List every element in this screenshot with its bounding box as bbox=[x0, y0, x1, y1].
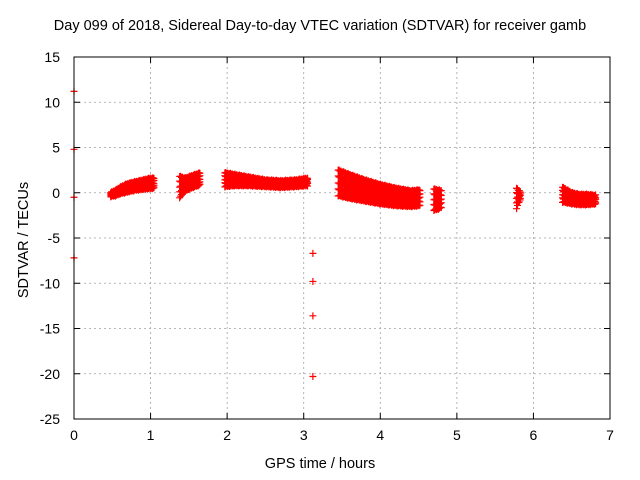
x-tick-label: 5 bbox=[453, 427, 461, 443]
x-tick-label: 7 bbox=[606, 427, 614, 443]
y-tick-label: -10 bbox=[40, 275, 60, 291]
data-point bbox=[309, 312, 317, 320]
y-tick-label: -5 bbox=[48, 230, 61, 246]
y-tick-label: -20 bbox=[40, 366, 60, 382]
x-tick-label: 1 bbox=[147, 427, 155, 443]
grid-lines bbox=[74, 57, 610, 419]
y-tick-label: 5 bbox=[52, 140, 60, 156]
chart-title: Day 099 of 2018, Sidereal Day-to-day VTE… bbox=[53, 18, 587, 34]
y-tick-label: -15 bbox=[40, 321, 60, 337]
data-point bbox=[196, 169, 204, 177]
data-points bbox=[70, 87, 600, 380]
x-tick-label: 4 bbox=[376, 427, 384, 443]
y-tick-label: 15 bbox=[44, 49, 60, 65]
x-tick-label: 0 bbox=[70, 427, 78, 443]
x-tick-label: 3 bbox=[300, 427, 308, 443]
data-point bbox=[309, 277, 317, 285]
data-point bbox=[150, 175, 158, 183]
axis-ticks: 0 1 2 3 4 5 6 7 15 10 5 0 -5 -10 -15 -20 -25 bbox=[40, 49, 614, 443]
x-tick-label: 6 bbox=[530, 427, 538, 443]
data-point bbox=[309, 249, 317, 257]
x-axis-label: GPS time / hours bbox=[264, 456, 376, 472]
x-tick-label: 2 bbox=[223, 427, 231, 443]
data-point bbox=[516, 188, 524, 196]
data-point bbox=[416, 187, 424, 195]
data-point bbox=[592, 191, 600, 199]
y-tick-label: 0 bbox=[52, 185, 60, 201]
plot-frame bbox=[73, 56, 611, 420]
y-axis-label: SDTVAR / TECUs bbox=[16, 181, 32, 299]
data-point bbox=[437, 187, 445, 195]
data-point bbox=[515, 187, 523, 195]
data-point bbox=[304, 174, 312, 182]
data-point bbox=[309, 372, 317, 380]
y-tick-label: 10 bbox=[44, 94, 60, 110]
y-tick-label: -25 bbox=[40, 411, 60, 427]
data-point bbox=[415, 186, 423, 194]
